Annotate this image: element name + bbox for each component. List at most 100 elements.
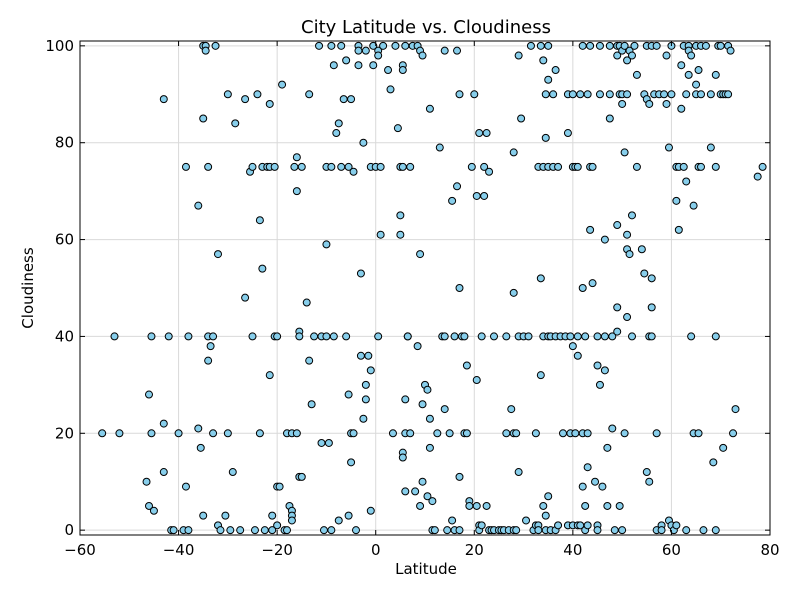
- data-point: [694, 66, 703, 75]
- data-point: [620, 148, 629, 157]
- data-point: [753, 172, 762, 181]
- data-point: [322, 332, 331, 341]
- data-point: [359, 138, 368, 147]
- data-point: [694, 429, 703, 438]
- data-point: [416, 501, 425, 510]
- data-point: [544, 75, 553, 84]
- data-point: [576, 90, 585, 99]
- data-point: [344, 390, 353, 399]
- data-point: [145, 501, 153, 510]
- data-point: [586, 225, 595, 234]
- data-point: [642, 468, 651, 477]
- data-point: [689, 201, 698, 210]
- y-tick-label: 60: [55, 231, 74, 249]
- data-point: [194, 424, 203, 433]
- data-point: [630, 41, 639, 50]
- data-point: [453, 46, 462, 55]
- data-point: [583, 429, 592, 438]
- data-point: [711, 526, 720, 535]
- data-point: [664, 143, 673, 152]
- data-point: [682, 177, 691, 186]
- data-point: [536, 371, 545, 380]
- data-point: [206, 342, 215, 351]
- data-point: [706, 90, 715, 99]
- data-point: [541, 133, 550, 142]
- data-point: [509, 288, 518, 297]
- data-point: [618, 526, 627, 535]
- data-point: [682, 90, 691, 99]
- data-point: [711, 332, 720, 341]
- data-point: [729, 429, 738, 438]
- data-point: [554, 162, 563, 171]
- data-point: [204, 162, 213, 171]
- data-point: [455, 90, 464, 99]
- data-point: [674, 225, 683, 234]
- data-point: [628, 211, 636, 220]
- data-point: [620, 41, 629, 50]
- data-point: [287, 516, 296, 525]
- data-point: [472, 376, 481, 385]
- x-axis-label: Latitude: [395, 560, 457, 578]
- data-point: [512, 526, 521, 535]
- data-point: [731, 405, 740, 414]
- data-point: [199, 511, 208, 520]
- data-point: [551, 66, 560, 75]
- data-point: [549, 90, 558, 99]
- data-point: [305, 356, 314, 365]
- data-point: [536, 274, 545, 283]
- data-point: [214, 250, 222, 259]
- data-point: [687, 332, 696, 341]
- data-point: [337, 162, 346, 171]
- data-point: [472, 191, 481, 200]
- data-point: [292, 153, 301, 162]
- data-point: [250, 526, 259, 535]
- data-point: [379, 41, 388, 50]
- data-point: [199, 114, 208, 123]
- data-point: [485, 167, 494, 176]
- data-point: [366, 506, 375, 515]
- data-point: [428, 497, 437, 506]
- data-point: [536, 41, 545, 50]
- data-point: [613, 51, 622, 60]
- data-point: [359, 414, 368, 423]
- data-point: [393, 124, 402, 133]
- data-point: [347, 95, 356, 104]
- data-point: [697, 162, 705, 171]
- y-tick-label: 100: [45, 37, 74, 55]
- data-point: [465, 501, 474, 510]
- data-point: [413, 342, 422, 351]
- data-point: [544, 41, 553, 50]
- y-tick-label: 20: [55, 424, 74, 442]
- data-point: [248, 162, 257, 171]
- y-tick-label: 0: [64, 521, 74, 539]
- data-point: [209, 332, 218, 341]
- data-point: [327, 162, 336, 171]
- data-point: [356, 269, 365, 278]
- data-point: [472, 501, 481, 510]
- data-point: [522, 516, 531, 525]
- data-point: [418, 51, 427, 60]
- data-point: [637, 245, 646, 254]
- data-point: [605, 114, 614, 123]
- data-point: [361, 395, 370, 404]
- data-point: [709, 458, 718, 467]
- data-point: [583, 521, 592, 530]
- data-point: [455, 526, 464, 535]
- data-point: [374, 51, 383, 60]
- data-point: [711, 70, 720, 79]
- data-point: [526, 41, 535, 50]
- data-point: [255, 429, 264, 438]
- data-point: [657, 526, 666, 535]
- data-point: [196, 443, 205, 452]
- data-point: [647, 303, 656, 312]
- data-point: [477, 332, 486, 341]
- data-point: [595, 90, 604, 99]
- data-point: [578, 482, 587, 491]
- data-point: [724, 90, 733, 99]
- data-point: [147, 332, 156, 341]
- data-point: [701, 41, 710, 50]
- axis-ticks: −60 −40 −20 0 20 40 60 80 0 20 40 60 80 100: [45, 37, 779, 559]
- data-point: [406, 429, 415, 438]
- data-point: [401, 41, 410, 50]
- data-point: [531, 429, 540, 438]
